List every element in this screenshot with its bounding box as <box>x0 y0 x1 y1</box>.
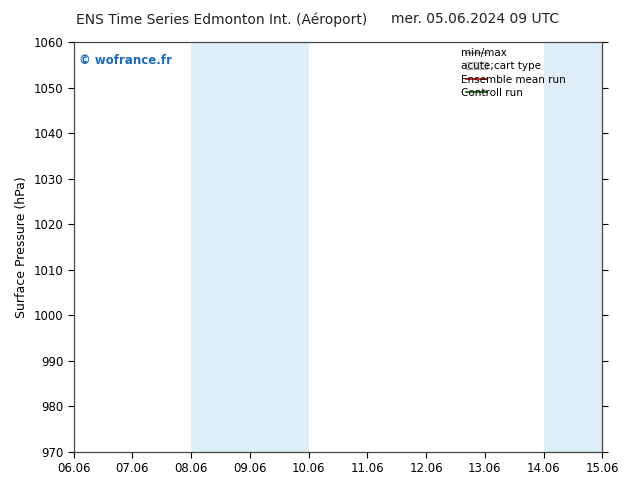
Text: mer. 05.06.2024 09 UTC: mer. 05.06.2024 09 UTC <box>391 12 560 26</box>
Text: © wofrance.fr: © wofrance.fr <box>79 54 172 67</box>
Bar <box>543 42 573 452</box>
Bar <box>191 42 250 452</box>
Bar <box>250 42 309 452</box>
Y-axis label: Surface Pressure (hPa): Surface Pressure (hPa) <box>15 176 28 318</box>
Legend: min/max, acute;cart type, Ensemble mean run, Controll run: min/max, acute;cart type, Ensemble mean … <box>462 44 600 102</box>
Bar <box>573 42 602 452</box>
Text: ENS Time Series Edmonton Int. (Aéroport): ENS Time Series Edmonton Int. (Aéroport) <box>76 12 368 27</box>
